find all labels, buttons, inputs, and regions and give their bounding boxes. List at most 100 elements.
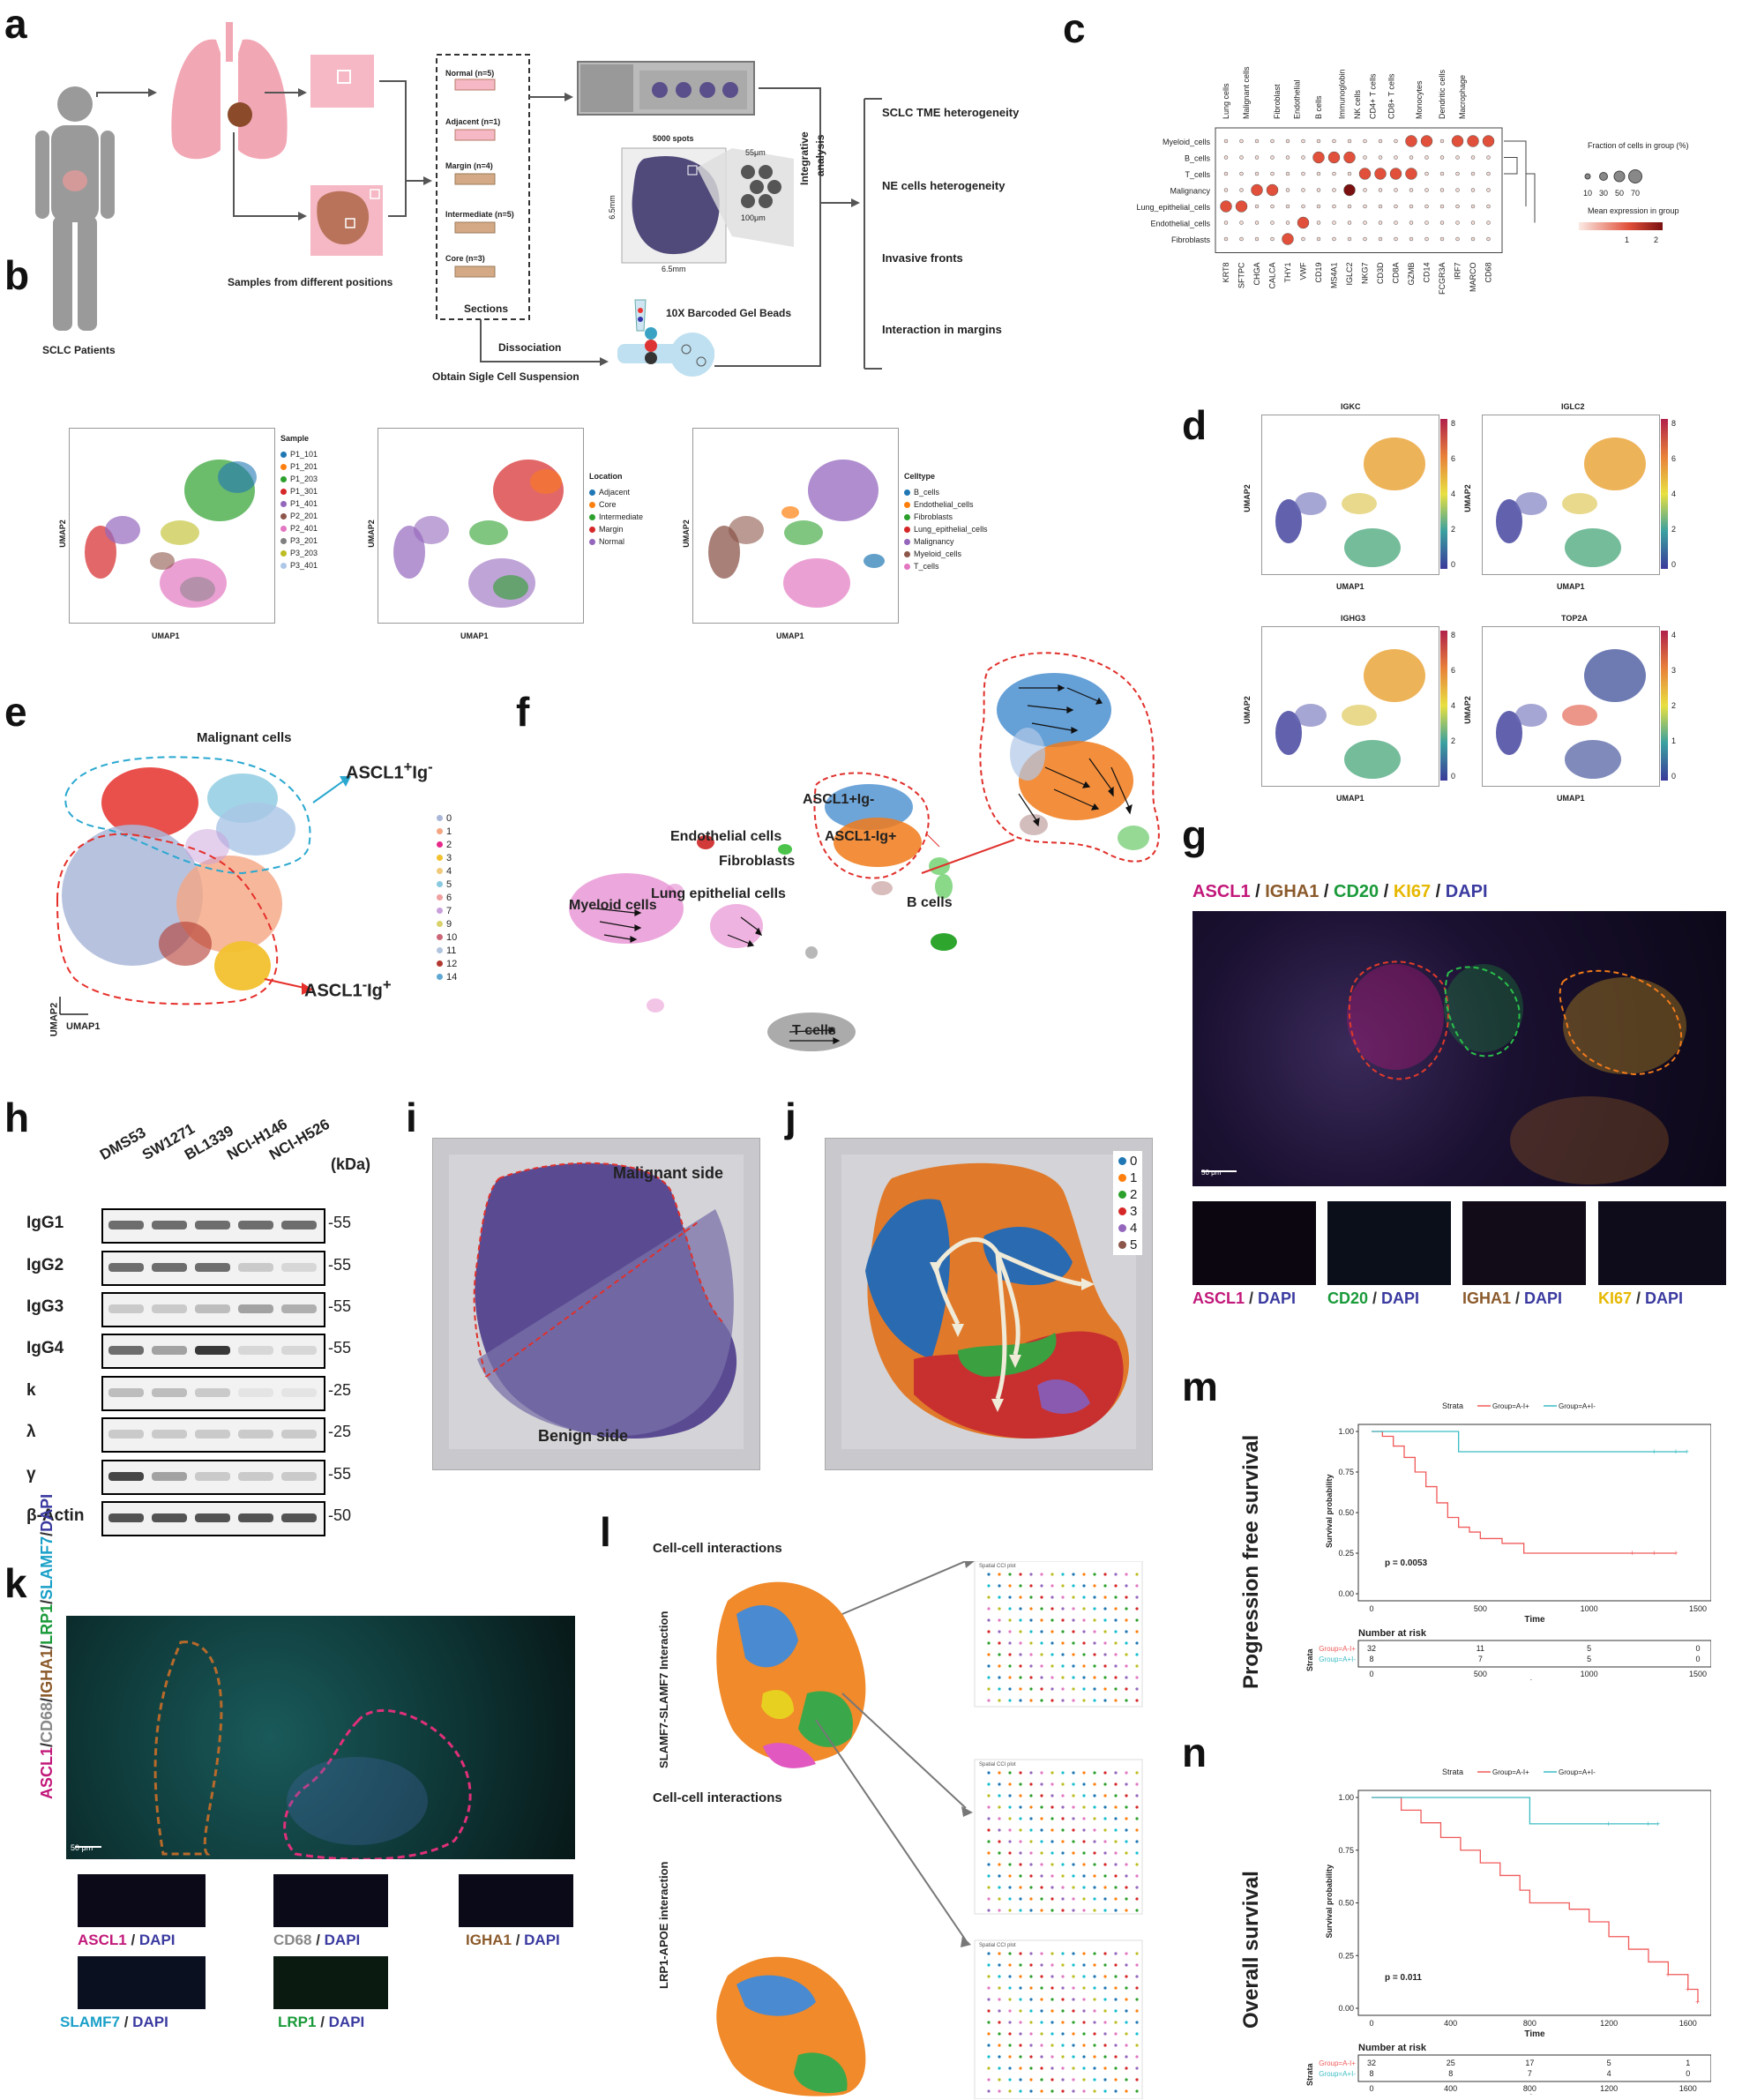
spot-dot (1061, 1851, 1065, 1855)
spot-dot (1114, 1607, 1118, 1610)
dim-v: 6.5mm (607, 195, 617, 220)
spot-dot (1050, 2055, 1054, 2059)
dot-mark (1467, 135, 1479, 147)
spot-dot (1135, 2032, 1139, 2036)
cluster-blob (1275, 711, 1302, 755)
spot-dot (1125, 2055, 1128, 2059)
spot-dot (1082, 2021, 1086, 2024)
legend-label: 10 (446, 931, 458, 943)
spot-dot (1072, 2032, 1075, 2036)
strata-label: Strata (1442, 1401, 1463, 1410)
legend-swatch (904, 489, 910, 496)
sup-text: + (382, 976, 392, 993)
spot-dot (1135, 1909, 1139, 1912)
spot-dot (1050, 1886, 1054, 1889)
spot-dot (1029, 2032, 1033, 2036)
spot-dot (1093, 1687, 1096, 1691)
spot-dot (987, 1828, 991, 1832)
group-header: NK cells (1353, 89, 1362, 119)
spot-dot (1082, 2044, 1086, 2047)
dot-mark (1266, 183, 1279, 197)
dot-mark (1409, 155, 1414, 160)
dot-mark (1239, 171, 1244, 176)
spot-dot (1072, 1573, 1075, 1576)
gene-title: IGKC (1341, 402, 1361, 411)
blot-row (101, 1376, 325, 1411)
risk-value: 8 (1369, 1655, 1373, 1663)
spot-dot (998, 1817, 1001, 1820)
spatial-svg (841, 1155, 1136, 1449)
spot-dot (1103, 1641, 1107, 1645)
spot-dot (1050, 1851, 1054, 1855)
spot-dot (1114, 1596, 1118, 1599)
legend-label: P1_203 (290, 475, 318, 483)
spot-dot (1061, 1998, 1065, 2001)
spot-dot (1135, 1897, 1139, 1901)
tissue-svg (449, 1155, 744, 1449)
risk-value: 5 (1607, 2059, 1611, 2067)
sub-label: ASCL1 / DAPI (78, 1932, 176, 1949)
spot-dot (1072, 1630, 1075, 1633)
spot-dot (1093, 1573, 1096, 1576)
dot-mark (1301, 171, 1305, 176)
spot-dot (1114, 2078, 1118, 2081)
spot-dot (1050, 1584, 1054, 1588)
cluster-blob (1496, 499, 1522, 543)
legend-item: 2 (1118, 1186, 1137, 1203)
spot-dot (987, 2055, 991, 2059)
spot-dot (1072, 1782, 1075, 1786)
dot-mark (1424, 220, 1429, 225)
spot-dot (1019, 1641, 1022, 1645)
spot-dot (1008, 1817, 1012, 1820)
size-legend-dot (1599, 172, 1608, 181)
spot-dot (1050, 1618, 1054, 1622)
risk-x-label: Time (1524, 2094, 1545, 2095)
stain-token: / (1250, 882, 1266, 901)
spot-dot (1125, 1596, 1128, 1599)
blot-row-label: λ (26, 1423, 36, 1441)
malignant-umap (56, 756, 351, 1015)
marker-text: IGHA1 (1462, 1289, 1512, 1307)
spot-dot (1135, 1874, 1139, 1878)
blot-band (238, 1430, 273, 1439)
legend-title: Sample (280, 434, 310, 443)
spot-dot (1082, 1607, 1086, 1610)
spot-dot (1008, 1782, 1012, 1786)
spot-dot (1082, 1828, 1086, 1832)
dot-mark (1486, 236, 1491, 242)
spot-dot (1125, 1975, 1128, 1978)
spot-dot (1125, 2044, 1128, 2047)
blot-row-label: IgG3 (26, 1297, 64, 1316)
slash-text: / (1632, 1289, 1646, 1307)
spot-dot (1125, 1653, 1128, 1656)
spot-dot (1008, 2009, 1012, 2013)
spot-dot (1040, 1687, 1043, 1691)
spot-dot (1082, 1840, 1086, 1843)
dot-mark (1254, 155, 1260, 160)
spot-dot (1082, 1630, 1086, 1633)
cluster-blob (1295, 704, 1327, 727)
spot-dot (1050, 1805, 1054, 1809)
blot-band (195, 1263, 230, 1272)
dot-mark (1239, 138, 1244, 144)
plot-frame (1357, 1424, 1711, 1602)
dot-mark (1405, 168, 1417, 180)
colorbar (1440, 631, 1447, 781)
marker-text: ASCL1 (78, 1932, 127, 1948)
dot-mark (1316, 188, 1321, 192)
spot-dot (1082, 1596, 1086, 1599)
y-tick: 0.50 (1338, 1899, 1354, 1908)
p-value: p = 0.011 (1385, 1973, 1422, 1983)
legend-item: Margin (589, 523, 643, 535)
spot-dot (987, 1782, 991, 1786)
spot-dot (1103, 1863, 1107, 1866)
legend-item: 10 (437, 930, 457, 944)
spot-dot (987, 1874, 991, 1878)
if-sub-image (1192, 1201, 1316, 1285)
dot-mark (1316, 204, 1321, 209)
asc-neg-label: ASCL1-Ig+ (304, 976, 392, 1002)
spot-dot (1061, 1584, 1065, 1588)
spot-dot (1061, 1952, 1065, 1955)
feature-scatter (1275, 649, 1425, 779)
slash-text: / (311, 1932, 325, 1948)
